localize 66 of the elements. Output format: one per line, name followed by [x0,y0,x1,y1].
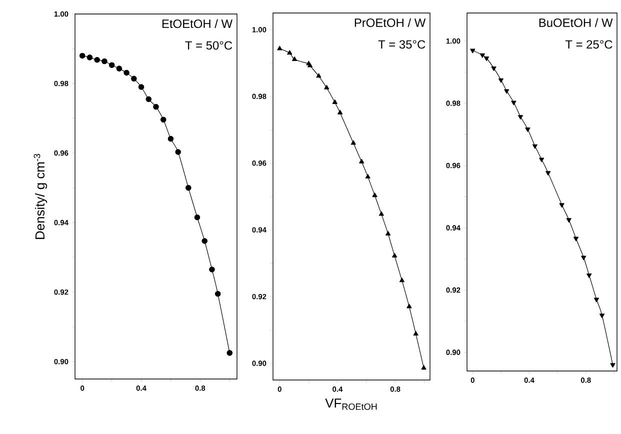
annotation: BuOEtOH / W [539,18,613,27]
point [146,96,152,102]
point [332,100,338,104]
annotation: T = 35°C [378,40,426,49]
point [365,174,370,178]
annotation: EtOEtOH / W [162,19,233,28]
point [518,115,524,120]
point [413,331,418,336]
point [153,104,159,110]
point [539,158,544,162]
point [594,298,600,302]
point [214,290,221,297]
point [292,56,298,61]
point [484,56,490,62]
point [108,62,115,68]
point [359,158,364,164]
point [386,230,391,236]
point [491,66,496,71]
point [559,203,564,208]
point [525,128,530,132]
point [599,314,605,318]
point [581,256,586,260]
point [511,100,516,106]
point [378,211,384,216]
point [202,238,208,244]
point [470,48,476,54]
point [138,84,144,90]
point [324,84,330,90]
point [421,365,426,370]
point [350,140,356,145]
point [168,136,174,142]
point [277,46,282,50]
annotation: PrOEtOH / W [354,18,426,27]
point [86,54,93,60]
point [209,266,215,272]
point [124,70,130,76]
point [79,52,86,59]
point [406,304,412,308]
point [116,66,122,72]
point [372,192,378,198]
point [532,144,538,149]
point [316,73,322,78]
point [566,218,572,223]
point [546,171,551,176]
point [399,278,405,282]
x-axis-title: VF$_{ROEtOH}$ [325,398,377,410]
point [573,236,579,242]
annotation: T = 25°C [565,40,612,49]
point [94,56,100,63]
point [287,50,292,55]
point [194,214,200,220]
point [504,89,510,94]
point [498,78,504,83]
point [226,350,233,356]
point [338,110,343,114]
point [102,58,108,64]
point [610,363,616,368]
annotation: T = 50°C [185,41,232,50]
point [131,76,137,82]
point [392,252,398,258]
y-axis-title: Density/ g cm$^{-3}$ [34,154,48,239]
point [186,184,192,191]
point [480,53,485,58]
point [160,116,166,123]
point [586,274,592,278]
point [175,149,181,155]
